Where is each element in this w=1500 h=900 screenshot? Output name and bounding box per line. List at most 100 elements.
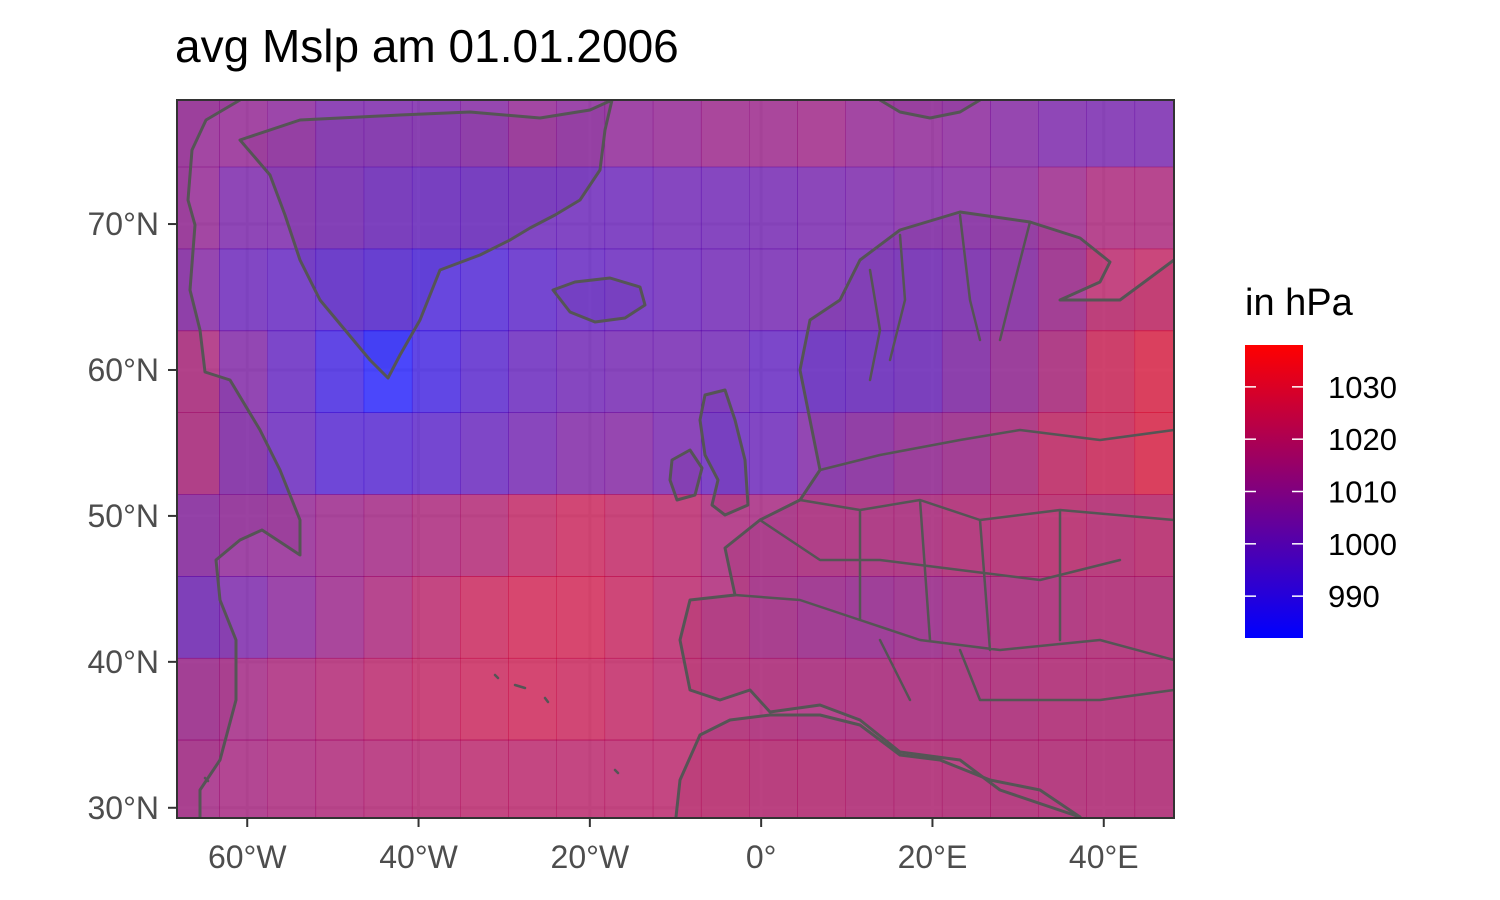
pressure-tile [700, 248, 750, 332]
pressure-tile [177, 248, 220, 332]
pressure-tile [893, 657, 943, 741]
pressure-tile [315, 739, 365, 818]
pressure-tile [893, 412, 943, 495]
pressure-tile [508, 100, 557, 168]
y-tick-label: 30°N [88, 790, 160, 826]
pressure-tile [604, 330, 654, 413]
legend-tick-label: 1020 [1328, 422, 1397, 457]
pressure-tile [315, 248, 365, 332]
pressure-tile [652, 166, 702, 250]
pressure-tile [990, 494, 1039, 577]
x-tick-label: 40°E [1069, 839, 1139, 875]
pressure-tile [604, 494, 654, 577]
pressure-tile [363, 739, 413, 818]
pressure-tile [508, 330, 557, 413]
pressure-tile [1134, 412, 1174, 495]
pressure-tile [1134, 576, 1174, 659]
pressure-tile [797, 576, 846, 659]
pressure-tile [315, 100, 365, 168]
pressure-tile [556, 739, 606, 818]
pressure-tile [1134, 494, 1174, 577]
pressure-tile [556, 166, 606, 250]
pressure-tile [219, 494, 268, 577]
pressure-tile [604, 100, 654, 168]
pressure-tile [604, 657, 654, 741]
pressure-tile [508, 576, 557, 659]
pressure-tile [893, 100, 943, 168]
pressure-tile [315, 412, 365, 495]
x-tick-label: 40°W [379, 839, 458, 875]
pressure-tile [845, 100, 895, 168]
pressure-tile [1086, 330, 1136, 413]
pressure-tile [460, 412, 509, 495]
pressure-tile [267, 576, 317, 659]
legend-tick-label: 1030 [1328, 370, 1397, 405]
pressure-tile [556, 248, 606, 332]
pressure-tile [177, 412, 220, 495]
pressure-tile [990, 330, 1039, 413]
pressure-tile [990, 739, 1039, 818]
pressure-tile [411, 739, 461, 818]
pressure-tile [604, 412, 654, 495]
pressure-tile [1134, 330, 1174, 413]
pressure-tile [177, 166, 220, 250]
pressure-tile [219, 412, 268, 495]
pressure-tile [177, 576, 220, 659]
pressure-tile [556, 494, 606, 577]
pressure-tile [604, 166, 654, 250]
pressure-tile [1086, 166, 1136, 250]
pressure-tile [749, 100, 798, 168]
pressure-tile [1086, 412, 1136, 495]
pressure-tile [1086, 576, 1136, 659]
y-tick-label: 50°N [88, 498, 160, 534]
pressure-tile [315, 576, 365, 659]
pressure-tile [797, 248, 846, 332]
pressure-tile [990, 166, 1039, 250]
pressure-tile [315, 166, 365, 250]
x-tick-label: 0° [746, 839, 777, 875]
pressure-tile [219, 100, 268, 168]
pressure-tile [652, 576, 702, 659]
pressure-tile [749, 166, 798, 250]
pressure-tile [267, 100, 317, 168]
pressure-tile [700, 412, 750, 495]
pressure-tile [990, 100, 1039, 168]
pressure-tile [411, 330, 461, 413]
pressure-tile [700, 576, 750, 659]
pressure-tile [460, 576, 509, 659]
legend-title: in hPa [1245, 282, 1354, 324]
pressure-tile [893, 330, 943, 413]
pressure-tile [845, 166, 895, 250]
pressure-tile [267, 739, 317, 818]
pressure-tile [460, 739, 509, 818]
pressure-tile [990, 576, 1039, 659]
pressure-tile [411, 576, 461, 659]
pressure-tile [652, 657, 702, 741]
pressure-tile [604, 739, 654, 818]
pressure-tile [556, 412, 606, 495]
pressure-tile [267, 657, 317, 741]
coastline-british-isles [698, 388, 750, 517]
pressure-tile [700, 739, 750, 818]
pressure-tile [941, 100, 991, 168]
pressure-tile [1038, 412, 1087, 495]
pressure-tile [797, 494, 846, 577]
pressure-tile [1038, 330, 1087, 413]
pressure-tile [267, 412, 317, 495]
pressure-tile [363, 657, 413, 741]
pressure-tile [363, 576, 413, 659]
pressure-tile [556, 576, 606, 659]
pressure-tile [749, 330, 798, 413]
pressure-tile [845, 330, 895, 413]
pressure-tile [508, 248, 557, 332]
pressure-tile [1038, 494, 1087, 577]
pressure-tile [267, 330, 317, 413]
y-tick-label: 40°N [88, 644, 160, 680]
pressure-tile [219, 657, 268, 741]
pressure-tile [411, 412, 461, 495]
pressure-tile [749, 412, 798, 495]
pressure-tile [363, 100, 413, 168]
pressure-tile [219, 330, 268, 413]
pressure-tile [1134, 166, 1174, 250]
pressure-tile [219, 739, 268, 818]
